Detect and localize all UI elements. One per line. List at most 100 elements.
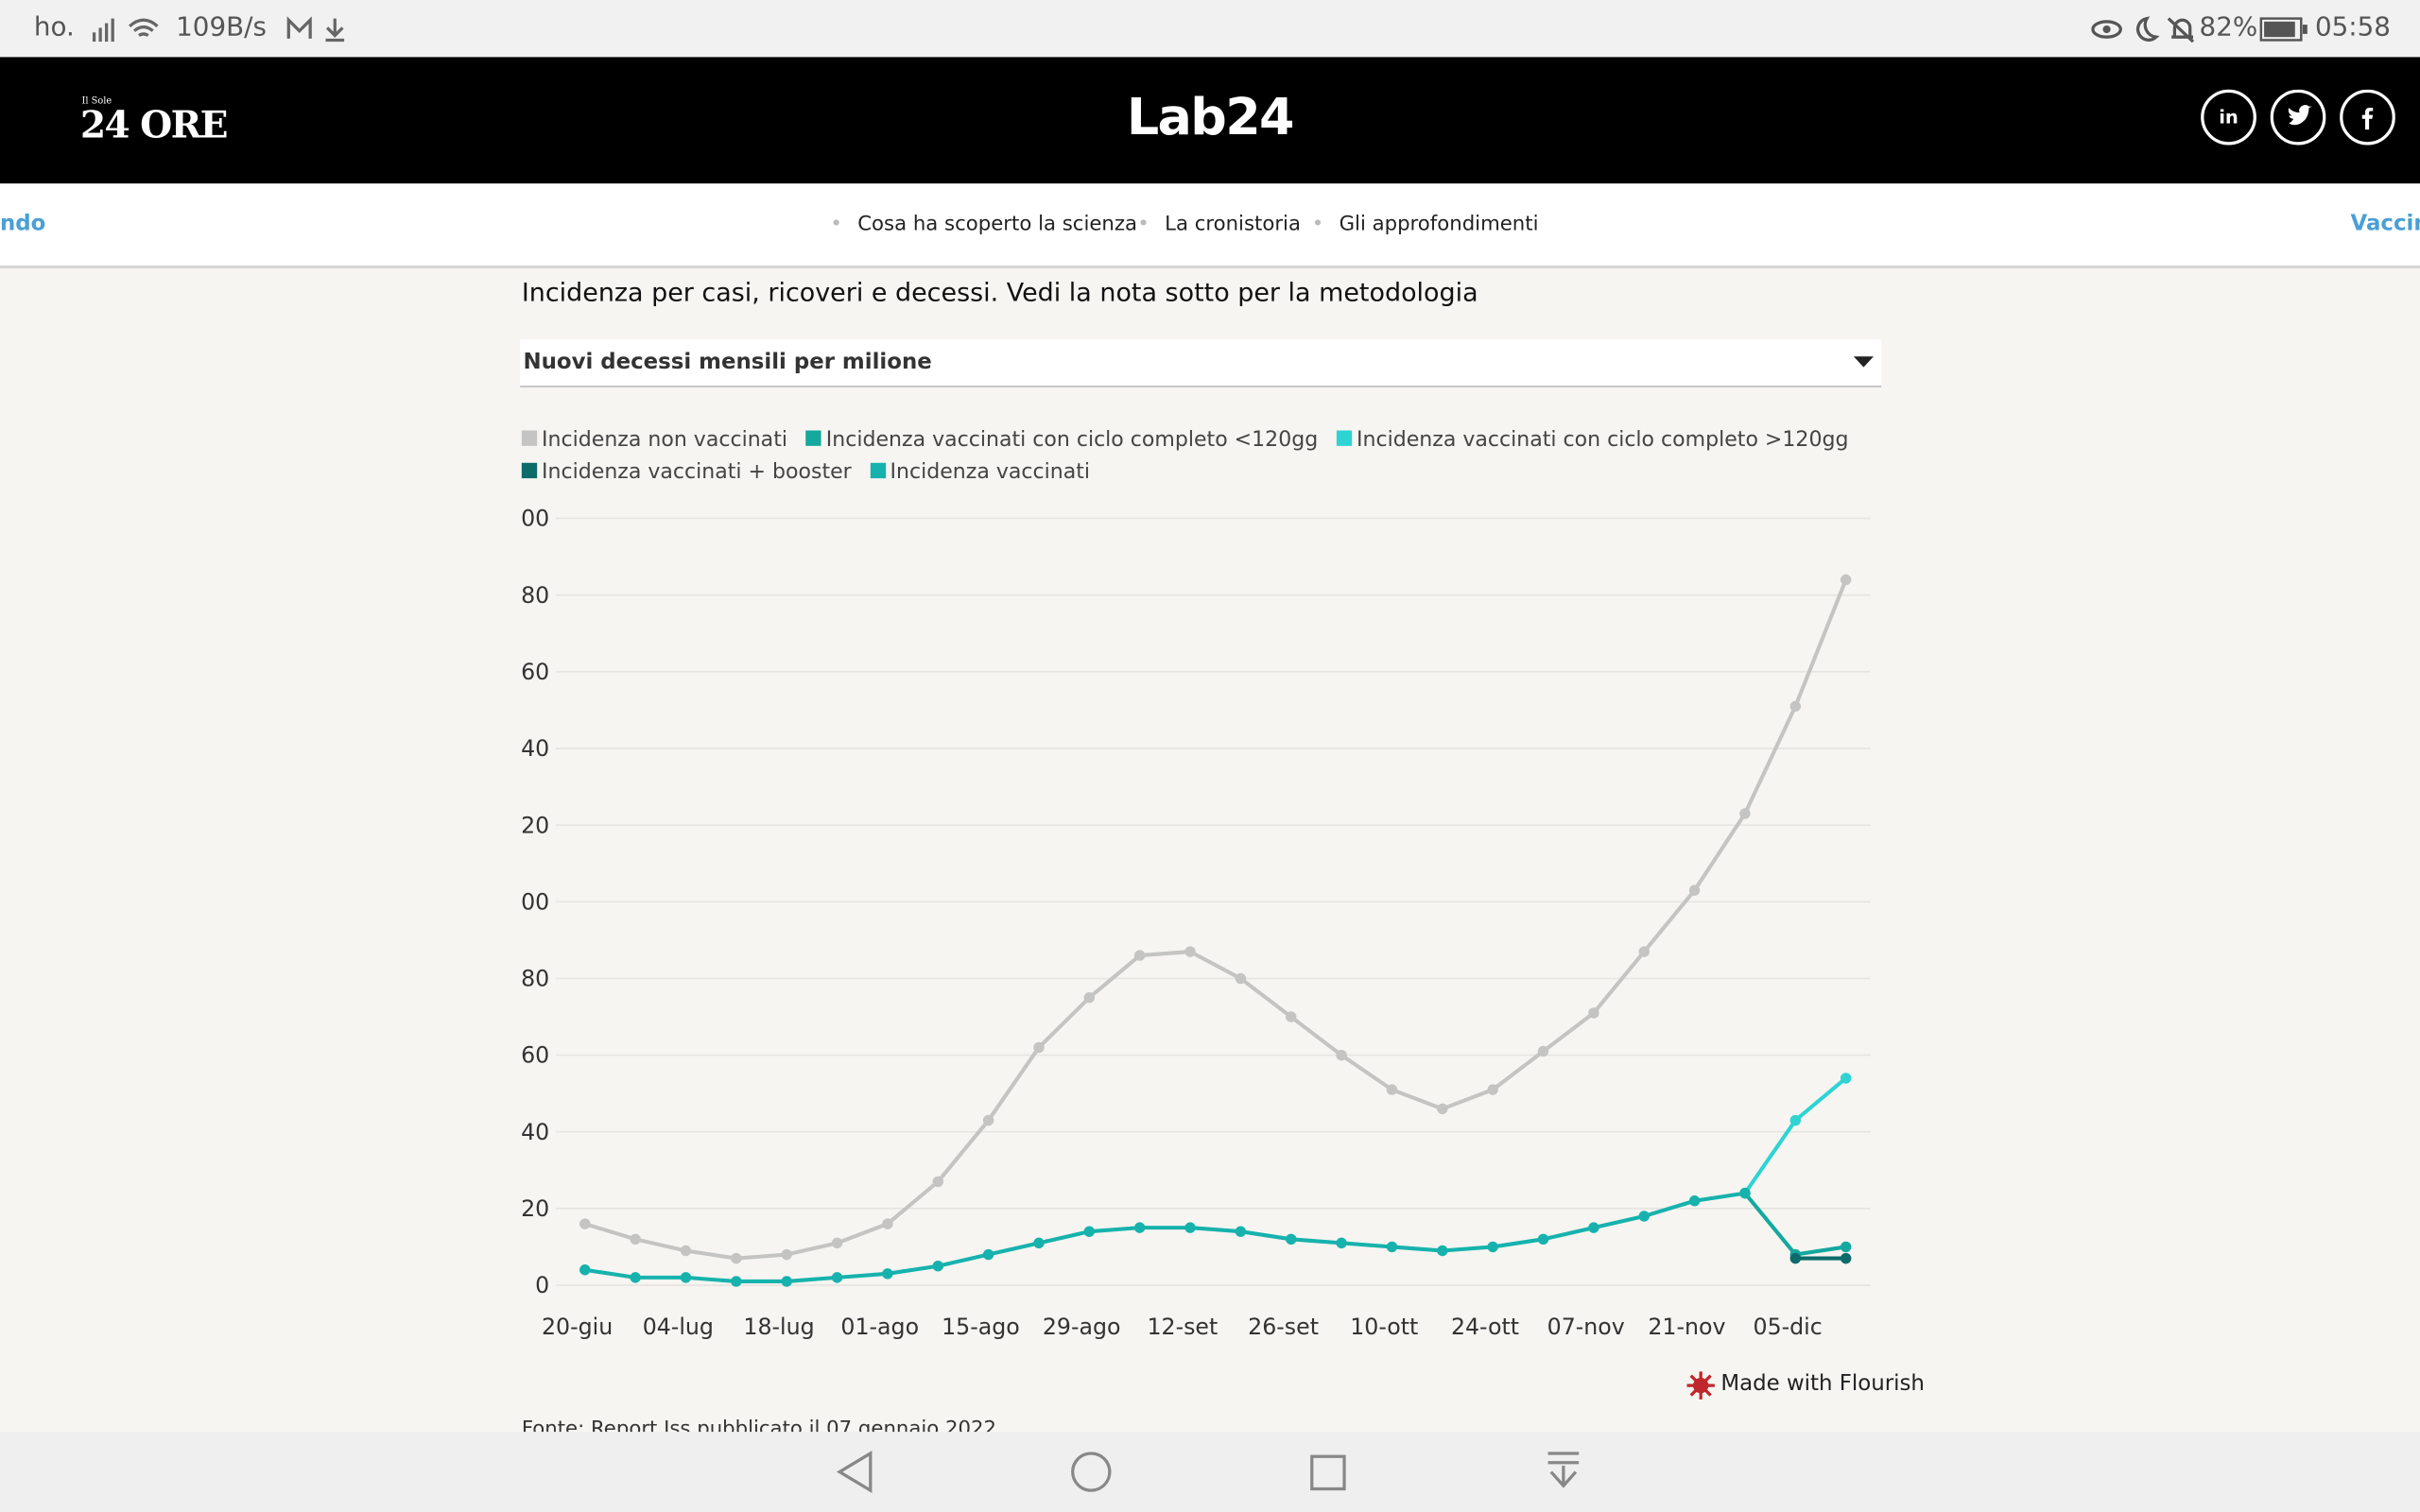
- data-point: [630, 1272, 641, 1283]
- clock: 05:58: [2314, 12, 2391, 43]
- data-point: [1789, 700, 1802, 713]
- data-point: [680, 1272, 692, 1283]
- data-point: [1437, 1103, 1448, 1115]
- x-tick-label: 15-ago: [942, 1314, 1020, 1340]
- y-tick-label: 20: [521, 1195, 549, 1222]
- recents-button[interactable]: [1310, 1454, 1346, 1491]
- logo[interactable]: 24 ORE: [79, 101, 229, 147]
- x-tick-label: 18-lug: [743, 1314, 814, 1340]
- nav-right[interactable]: Vaccin: [2350, 211, 2420, 236]
- data-point: [1336, 1049, 1347, 1061]
- y-tick-label: 0: [535, 1272, 549, 1298]
- data-point: [1840, 1241, 1852, 1253]
- nav-item[interactable]: Cosa ha scoperto la scienza: [830, 213, 1137, 235]
- y-tick-label: 100: [520, 888, 549, 915]
- dropdown[interactable]: Nuovi decessi mensili per milione: [520, 339, 1882, 387]
- data-point: [1083, 992, 1096, 1004]
- data-point: [579, 1218, 591, 1229]
- data-point: [1386, 1084, 1398, 1095]
- data-point: [882, 1218, 893, 1229]
- y-tick-label: 180: [520, 582, 549, 609]
- data-point: [1739, 1187, 1751, 1199]
- facebook-button[interactable]: [2340, 89, 2395, 146]
- data-point: [1184, 1222, 1196, 1233]
- back-button[interactable]: [836, 1451, 873, 1494]
- x-tick-label: 07-nov: [1547, 1314, 1625, 1340]
- legend-label: Incidenza vaccinati con ciclo completo <…: [825, 427, 1319, 453]
- dropdown-label: Nuovi decessi mensili per milione: [523, 350, 932, 375]
- flourish-logo: [1686, 1371, 1715, 1400]
- data-point: [1487, 1084, 1498, 1095]
- series-line: [584, 578, 1848, 1261]
- notif-icons: [286, 16, 345, 43]
- data-point: [1537, 1233, 1549, 1246]
- legend: Incidenza non vaccinati Incidenza vaccina…: [521, 422, 1880, 488]
- legend-label: Incidenza vaccinati + booster: [542, 459, 852, 485]
- data-point: [1336, 1237, 1347, 1249]
- pulldown-button[interactable]: [1547, 1452, 1580, 1488]
- data-point: [1083, 1226, 1096, 1237]
- series-line: [1743, 1076, 1847, 1194]
- data-point: [1688, 885, 1701, 896]
- data-point: [630, 1233, 641, 1246]
- x-tick-label: 10-ott: [1350, 1314, 1418, 1340]
- data-point: [731, 1252, 742, 1264]
- legend-label: Incidenza non vaccinati: [542, 427, 787, 453]
- home-button[interactable]: [1071, 1452, 1112, 1492]
- data-point: [1033, 1041, 1045, 1054]
- series-line: [584, 1191, 1746, 1283]
- y-tick-label: 140: [520, 735, 549, 762]
- legend-item[interactable]: Incidenza vaccinati: [870, 460, 1090, 485]
- data-point: [1840, 1073, 1852, 1084]
- section-nav: ndo Cosa ha scoperto la scienza La croni…: [0, 183, 2420, 269]
- data-point: [1286, 1233, 1297, 1246]
- legend-item[interactable]: Incidenza vaccinati con ciclo completo >…: [1336, 427, 1849, 452]
- data-point: [1235, 972, 1247, 985]
- y-tick-label: 40: [521, 1119, 549, 1145]
- legend-item[interactable]: Incidenza vaccinati con ciclo completo <…: [805, 427, 1319, 453]
- x-tick-label: 05-dic: [1754, 1314, 1823, 1340]
- x-tick-label: 04-lug: [643, 1314, 714, 1340]
- status-bar: ho. 109B/s 82% 05:58: [0, 0, 2420, 58]
- legend-swatch: [521, 430, 538, 446]
- x-tick-label: 12-set: [1147, 1314, 1218, 1340]
- data-point: [882, 1268, 893, 1280]
- data-point: [781, 1276, 792, 1287]
- dropdown-arrow: [1853, 356, 1875, 368]
- legend-item[interactable]: Incidenza non vaccinati: [521, 427, 787, 453]
- y-tick-label: 120: [520, 812, 549, 838]
- nav-left[interactable]: ndo: [0, 211, 46, 236]
- nav-icons: [836, 1451, 1580, 1494]
- x-tick-label: 24-ott: [1451, 1314, 1519, 1340]
- chart-title: Incidenza per casi, ricoveri e decessi. …: [521, 277, 1478, 307]
- series-line: [1743, 1192, 1846, 1257]
- legend-swatch: [870, 462, 886, 479]
- data-point: [1588, 1222, 1599, 1233]
- data-point: [831, 1237, 843, 1249]
- data-point: [982, 1248, 994, 1261]
- logo-small: Il Sole: [81, 95, 112, 107]
- data-point: [1688, 1195, 1701, 1207]
- y-tick-label: 200: [520, 506, 549, 532]
- data-point: [781, 1248, 792, 1261]
- linkedin-button[interactable]: in: [2201, 89, 2256, 146]
- carrier: ho.: [33, 12, 75, 43]
- data-point: [1487, 1241, 1498, 1253]
- nav-item[interactable]: La cronistoria: [1137, 213, 1301, 235]
- y-tick-label: 60: [521, 1042, 549, 1069]
- legend-item[interactable]: Incidenza vaccinati + booster: [521, 459, 852, 485]
- twitter-button[interactable]: [2270, 89, 2326, 146]
- data-point: [1789, 1252, 1802, 1264]
- y-tick-label: 80: [521, 966, 549, 992]
- data-point: [1286, 1011, 1297, 1022]
- brand[interactable]: Lab24: [1126, 86, 1295, 147]
- data-point: [1235, 1226, 1247, 1237]
- data-point: [1588, 1007, 1599, 1019]
- nav-item[interactable]: Gli approfondimenti: [1312, 213, 1539, 235]
- flourish-credit[interactable]: Made with Flourish: [1720, 1371, 1925, 1397]
- x-tick-label: 29-ago: [1043, 1314, 1121, 1340]
- data-point: [579, 1264, 591, 1276]
- data-point: [731, 1276, 742, 1287]
